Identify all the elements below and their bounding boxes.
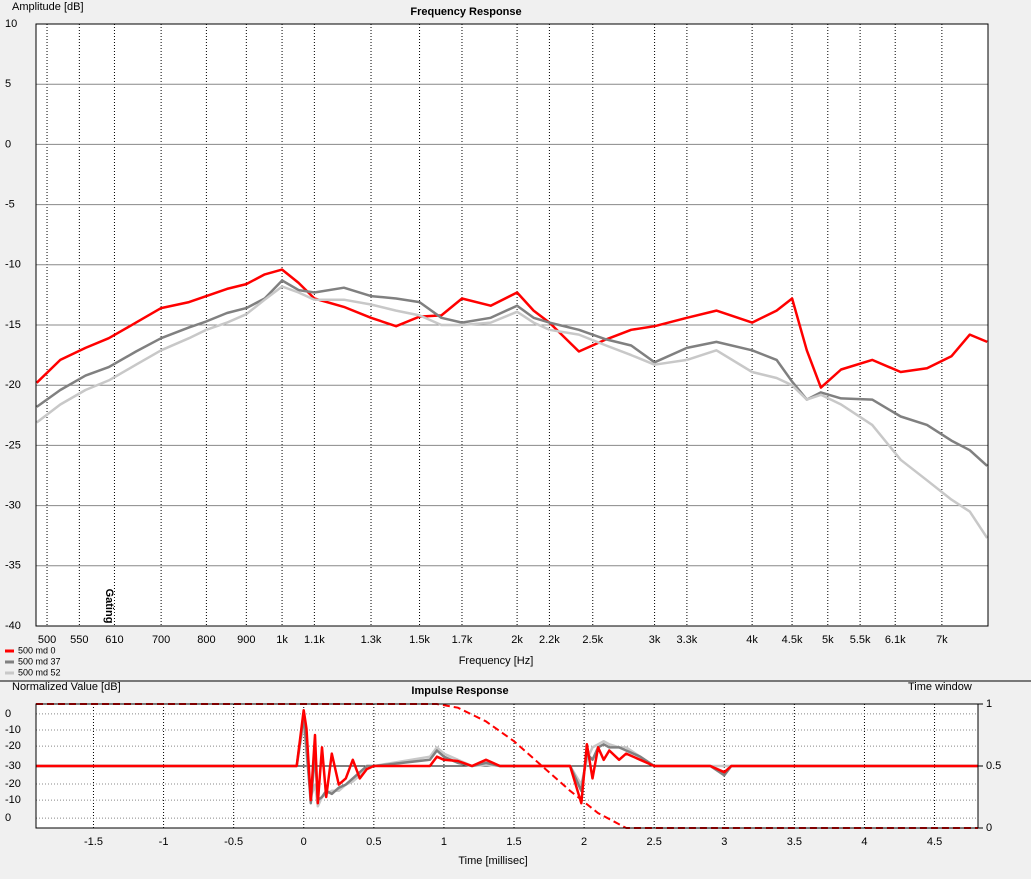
x-axis-label: Time [millisec] <box>458 855 527 867</box>
plot-frame <box>35 703 979 829</box>
series-line <box>35 268 988 389</box>
y-tick-label: -20 <box>5 778 21 790</box>
y-tick-label: 0 <box>5 708 11 720</box>
y-tick-label: 0 <box>5 812 11 824</box>
y-tick-label: 5 <box>5 78 11 90</box>
y-tick-label: -30 <box>5 760 21 772</box>
y-tick-label: 0 <box>5 138 11 150</box>
x-tick-label: -0.5 <box>224 836 243 848</box>
y2-tick-label: 1 <box>986 698 992 710</box>
y2-axis-label: Time window <box>908 681 972 693</box>
x-tick-label: 800 <box>197 634 215 646</box>
x-tick-label: 4k <box>746 634 758 646</box>
x-tick-label: 900 <box>237 634 255 646</box>
x-tick-label: 3.5 <box>787 836 802 848</box>
x-tick-label: 7k <box>936 634 948 646</box>
x-tick-label: -1 <box>159 836 169 848</box>
x-tick-label: 4.5k <box>782 634 803 646</box>
y-tick-label: -35 <box>5 560 21 572</box>
x-tick-label: 0 <box>301 836 307 848</box>
x-tick-label: 4.5 <box>927 836 942 848</box>
x-tick-label: 2.5k <box>582 634 603 646</box>
plot-frame <box>35 23 989 627</box>
legend-label: 500 md 0 <box>18 645 56 655</box>
x-tick-label: 610 <box>105 634 123 646</box>
annotation: Gating <box>103 589 115 624</box>
x-axis-label: Frequency [Hz] <box>459 655 534 667</box>
x-tick-label: 4 <box>861 836 867 848</box>
y-tick-label: -25 <box>5 439 21 451</box>
x-tick-label: 0.5 <box>366 836 381 848</box>
y-tick-label: -10 <box>5 259 21 271</box>
x-tick-label: 1.5k <box>409 634 430 646</box>
y-axis-label: Normalized Value [dB] <box>12 681 121 693</box>
x-tick-label: 1 <box>441 836 447 848</box>
x-tick-label: 2.5 <box>647 836 662 848</box>
y-tick-label: -20 <box>5 740 21 752</box>
x-tick-label: -1.5 <box>84 836 103 848</box>
x-tick-label: 1k <box>276 634 288 646</box>
x-tick-label: 500 <box>38 634 56 646</box>
y-tick-label: -15 <box>5 319 21 331</box>
y2-tick-label: 0 <box>986 822 992 834</box>
x-tick-label: 3 <box>721 836 727 848</box>
series-line <box>35 279 989 467</box>
x-tick-label: 2 <box>581 836 587 848</box>
y-tick-label: -30 <box>5 500 21 512</box>
x-tick-label: 550 <box>70 634 88 646</box>
legend-label: 500 md 52 <box>18 667 61 677</box>
x-tick-label: 1.7k <box>452 634 473 646</box>
x-tick-label: 1.5 <box>506 836 521 848</box>
y2-tick-label: 0.5 <box>986 760 1001 772</box>
x-tick-label: 3k <box>649 634 661 646</box>
x-tick-label: 700 <box>152 634 170 646</box>
legend-label: 500 md 37 <box>18 656 61 666</box>
x-tick-label: 1.3k <box>361 634 382 646</box>
y-tick-label: 10 <box>5 18 17 30</box>
x-tick-label: 2.2k <box>539 634 560 646</box>
series-line <box>36 708 978 805</box>
x-tick-label: 3.3k <box>676 634 697 646</box>
y-tick-label: -10 <box>5 724 21 736</box>
x-tick-label: 6.1k <box>885 634 906 646</box>
series-line <box>36 721 978 808</box>
x-tick-label: 5k <box>822 634 834 646</box>
chart-title: Frequency Response <box>410 6 521 18</box>
y-tick-label: -40 <box>5 620 21 632</box>
y-tick-label: -20 <box>5 379 21 391</box>
y-axis-label: Amplitude [dB] <box>12 1 84 13</box>
x-tick-label: 1.1k <box>304 634 325 646</box>
time-window <box>36 703 978 829</box>
x-tick-label: 2k <box>511 634 523 646</box>
chart-title: Impulse Response <box>411 685 508 697</box>
y-tick-label: -5 <box>5 199 15 211</box>
y-tick-label: -10 <box>5 794 21 806</box>
x-tick-label: 5.5k <box>850 634 871 646</box>
series-line <box>35 285 989 539</box>
